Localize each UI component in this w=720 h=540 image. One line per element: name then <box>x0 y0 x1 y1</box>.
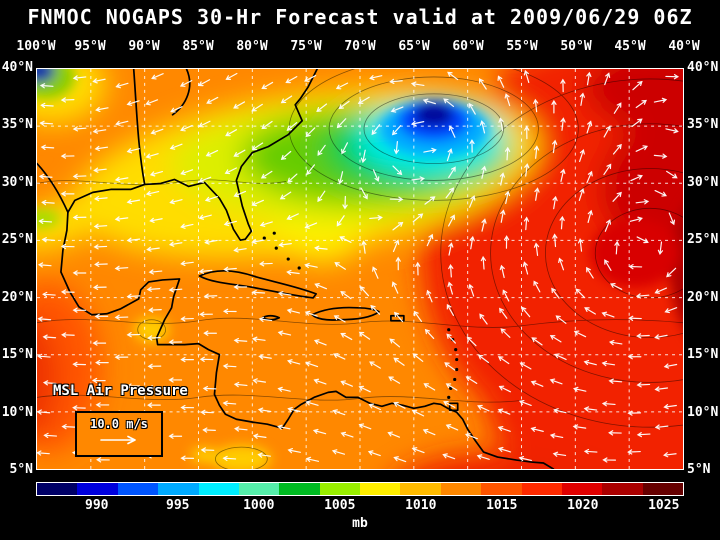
lon-label: 70°W <box>344 39 376 54</box>
colorbar-segment <box>642 483 683 495</box>
colorbar-tick-label: 1000 <box>243 498 275 513</box>
colorbar-tick-label: 1020 <box>567 498 599 513</box>
lat-label: 15°N <box>1 347 33 363</box>
colorbar-unit-label: mb <box>352 516 368 531</box>
lon-label: 45°W <box>614 39 646 54</box>
colorbar-segment <box>158 483 199 495</box>
lat-label: 30°N <box>1 174 33 190</box>
wind-arrows-layer <box>37 69 680 463</box>
pressure-shading-detail-layer <box>37 69 683 469</box>
lat-label: 40°N <box>1 60 33 75</box>
colorbar-tick-label: 1005 <box>324 498 356 513</box>
colorbar-segment <box>400 483 441 495</box>
colorbar-segment <box>561 483 603 495</box>
colorbar-segment <box>238 483 280 495</box>
lon-label: 95°W <box>74 39 106 54</box>
lat-label: 20°N <box>687 289 719 305</box>
lon-label: 60°W <box>452 39 484 54</box>
colorbar-segment <box>481 483 522 495</box>
latitude-axis-labels-right: 40°N 35°N 30°N 25°N 20°N 15°N 10°N 5°N <box>687 0 720 540</box>
lat-label: 30°N <box>687 174 719 190</box>
map-area: MSL Air Pressure 10.0 m/s <box>36 68 684 470</box>
colorbar-segment <box>521 483 562 495</box>
lat-label: 5°N <box>687 462 711 477</box>
chart-title: FNMOC NOGAPS 30-Hr Forecast valid at 200… <box>27 5 693 29</box>
colorbar-segment <box>198 483 239 495</box>
wind-reference-arrow-icon <box>100 435 136 445</box>
lon-label: 50°W <box>560 39 592 54</box>
lon-label: 75°W <box>290 39 322 54</box>
field-label: MSL Air Pressure <box>53 383 188 399</box>
lat-label: 35°N <box>687 117 719 133</box>
lon-label: 85°W <box>182 39 214 54</box>
colorbar-segment <box>117 483 159 495</box>
coastlines <box>37 69 555 469</box>
lat-label: 20°N <box>1 289 33 305</box>
colorbar-tick-label: 1010 <box>405 498 437 513</box>
wind-reference-value: 10.0 m/s <box>90 417 148 431</box>
colorbar-segment <box>319 483 360 495</box>
lat-label: 25°N <box>1 232 33 248</box>
lat-label: 25°N <box>687 232 719 248</box>
colorbar-tick-labels: 990 995 1000 1005 1010 1015 1020 1025 <box>36 498 684 513</box>
latitude-axis-labels-left: 40°N 35°N 30°N 25°N 20°N 15°N 10°N 5°N <box>0 0 33 540</box>
colorbar-segment <box>440 483 482 495</box>
lat-label: 15°N <box>687 347 719 363</box>
pressure-field-map <box>37 69 683 469</box>
lon-label: 65°W <box>398 39 430 54</box>
colorbar-tick-label: 1025 <box>648 498 680 513</box>
colorbar-tick-label: 1015 <box>486 498 518 513</box>
longitude-axis-labels: 100°W 95°W 90°W 85°W 80°W 75°W 70°W 65°W 60°W 55°… <box>16 39 699 55</box>
colorbar-segment <box>602 483 643 495</box>
lon-label: 90°W <box>128 39 160 54</box>
lon-label: 80°W <box>236 39 268 54</box>
colorbar-segment <box>360 483 401 495</box>
lat-label: 10°N <box>1 404 33 420</box>
colorbar <box>36 482 684 496</box>
wind-reference-legend: 10.0 m/s <box>75 411 163 457</box>
colorbar-segment <box>37 483 78 495</box>
lat-label: 5°N <box>9 462 33 477</box>
colorbar-segment <box>279 483 320 495</box>
colorbar-tick-label: 995 <box>166 498 190 513</box>
lat-label: 10°N <box>687 404 719 420</box>
colorbar-segment <box>77 483 118 495</box>
lat-label: 35°N <box>1 117 33 133</box>
lon-label: 40°W <box>668 39 700 54</box>
lon-label: 100°W <box>16 39 56 54</box>
colorbar-tick-label: 990 <box>85 498 109 513</box>
lat-label: 40°N <box>687 60 719 75</box>
lon-label: 55°W <box>506 39 538 54</box>
